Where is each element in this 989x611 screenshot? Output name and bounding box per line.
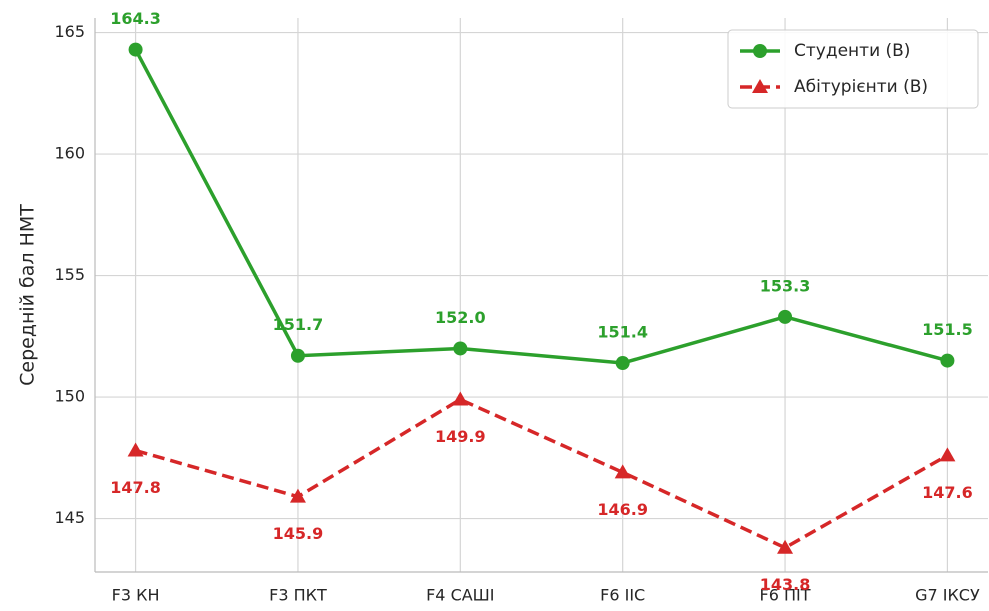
- y-axis-label: Середній бал НМТ: [17, 204, 39, 386]
- marker: [778, 309, 793, 324]
- marker: [290, 348, 305, 363]
- y-tick-label: 155: [54, 265, 85, 284]
- data-label: 147.8: [110, 478, 161, 497]
- data-label: 149.9: [435, 427, 486, 446]
- y-tick-label: 150: [54, 387, 85, 406]
- marker: [128, 42, 143, 57]
- data-label: 145.9: [273, 524, 324, 543]
- x-tick-label: F3 КН: [112, 586, 160, 605]
- marker: [453, 341, 468, 356]
- x-tick-label: F3 ПКТ: [269, 586, 327, 605]
- y-tick-label: 145: [54, 508, 85, 527]
- data-label: 143.8: [760, 575, 811, 594]
- series-line: [134, 48, 948, 365]
- y-tick-label: 165: [54, 22, 85, 41]
- legend-box: [727, 29, 979, 109]
- marker: [127, 442, 144, 457]
- marker: [615, 356, 630, 371]
- marker: [614, 464, 631, 479]
- x-tick-label: F6 ПІТ: [760, 586, 811, 605]
- marker: [753, 44, 767, 58]
- marker: [939, 447, 956, 462]
- marker: [752, 79, 768, 93]
- x-tick-label: G7 ІКСУ: [915, 586, 980, 605]
- marker: [289, 488, 306, 503]
- data-label: 147.6: [922, 483, 973, 502]
- data-label: 151.5: [922, 320, 973, 339]
- data-label: 151.7: [273, 315, 324, 334]
- marker: [452, 391, 469, 406]
- legend-label: Студенти (B): [794, 41, 910, 61]
- legend: Студенти (B) Абітурієнти (B): [727, 29, 979, 109]
- x-tick-label: F6 ІІС: [600, 586, 645, 605]
- y-tick-label: 160: [54, 144, 85, 163]
- x-tick-label: F4 САШІ: [426, 586, 494, 605]
- marker: [777, 539, 794, 554]
- data-label: 164.3: [110, 9, 161, 28]
- data-label: 153.3: [760, 276, 811, 295]
- series-line: [135, 397, 949, 550]
- data-label: 152.0: [435, 308, 486, 327]
- data-label: 151.4: [597, 323, 648, 342]
- marker: [940, 353, 955, 368]
- legend-label: Абітурієнти (B): [794, 77, 928, 97]
- data-label: 146.9: [597, 500, 648, 519]
